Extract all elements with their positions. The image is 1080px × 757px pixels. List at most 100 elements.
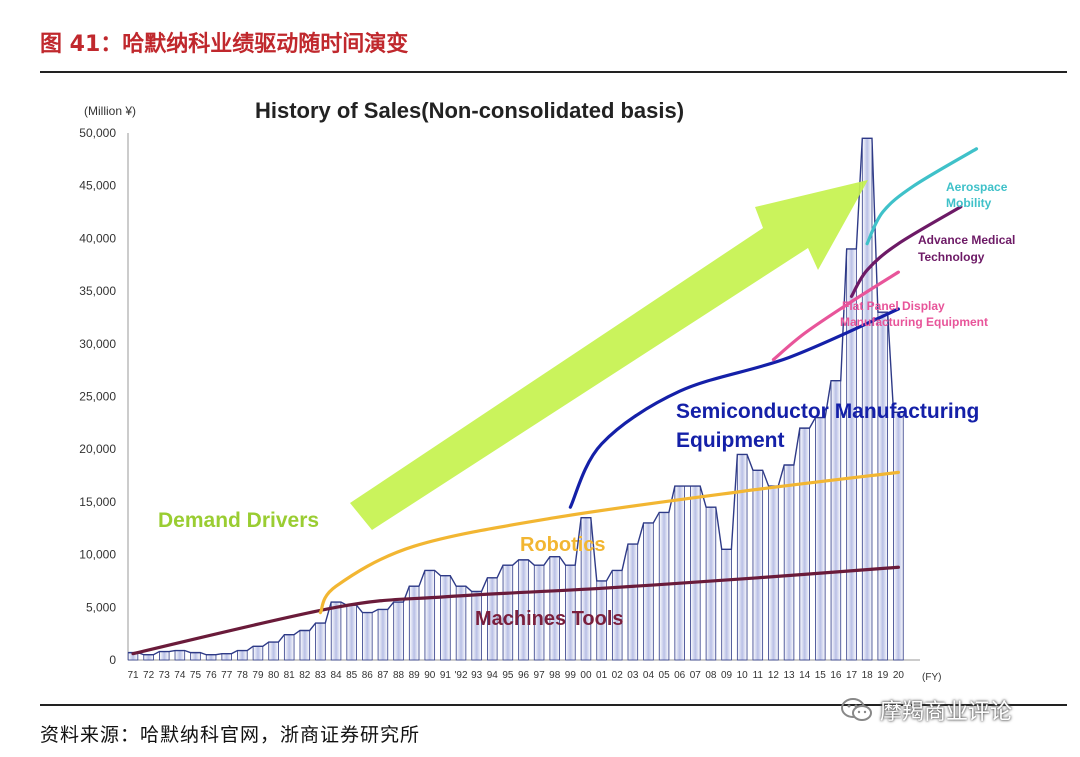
sales-bar <box>783 464 795 661</box>
y-tick-label: 0 <box>109 653 116 667</box>
demand-drivers-arrow <box>350 180 868 530</box>
x-tick-label: 16 <box>830 670 842 681</box>
sales-bar <box>643 522 654 661</box>
sales-bar <box>424 570 436 661</box>
x-tick-label: 88 <box>393 670 405 681</box>
annotation-aero-1: Aerospace <box>946 180 1008 194</box>
x-tick-label: 02 <box>612 670 624 681</box>
y-tick-label: 30,000 <box>79 337 116 351</box>
y-tick-label: 45,000 <box>79 179 116 193</box>
x-tick-label: 84 <box>330 670 342 681</box>
x-tick-label: 78 <box>237 670 249 681</box>
x-tick-label: 05 <box>659 670 671 681</box>
sales-bar <box>205 654 217 661</box>
x-tick-label: 14 <box>799 670 811 681</box>
sales-bar <box>736 454 748 661</box>
annotation-semiconductor-1: Semiconductor Manufacturing <box>676 400 979 423</box>
sales-bar <box>283 634 295 661</box>
wechat-icon <box>841 698 872 721</box>
annotation-medical-1: Advance Medical <box>918 233 1015 247</box>
sales-bar <box>190 652 201 661</box>
bottom-rule <box>40 704 1067 706</box>
x-tick-label: 19 <box>877 670 889 681</box>
y-tick-label: 5,000 <box>86 600 116 614</box>
x-tick-label: 01 <box>596 670 608 681</box>
driver-curve <box>318 470 900 615</box>
top-rule <box>40 71 1067 73</box>
annotation-machines-tools: Machines Tools <box>475 608 624 630</box>
sales-bar <box>877 311 889 661</box>
sales-bar <box>768 485 779 661</box>
x-tick-label: 73 <box>159 670 171 681</box>
x-tick-label: 89 <box>409 670 421 681</box>
x-unit-label: (FY) <box>922 672 941 683</box>
driver-curve <box>849 205 963 298</box>
sales-bar <box>377 609 389 661</box>
sales-bar <box>299 630 311 661</box>
x-tick-label: 04 <box>643 670 655 681</box>
x-tick-label: '92 <box>454 670 467 681</box>
x-tick-label: 96 <box>518 670 530 681</box>
sales-bar <box>346 604 357 661</box>
x-tick-label: 80 <box>268 670 280 681</box>
x-tick-label: 07 <box>690 670 702 681</box>
x-tick-label: 06 <box>674 670 686 681</box>
sales-bar <box>174 650 186 661</box>
x-tick-label: 15 <box>815 670 827 681</box>
sales-bar <box>158 651 170 661</box>
x-tick-label: 03 <box>627 670 639 681</box>
sales-bar <box>221 653 232 661</box>
x-tick-label: 98 <box>549 670 561 681</box>
x-tick-label: 85 <box>346 670 358 681</box>
y-tick-label: 50,000 <box>79 126 116 140</box>
x-tick-label: 95 <box>502 670 514 681</box>
annotation-fpd-1: Flat Panel Display <box>842 299 945 313</box>
annotation-medical-2: Technology <box>918 250 985 264</box>
sales-bar <box>690 485 701 661</box>
source-note: 资料来源：哈默纳科官网，浙商证券研究所 <box>40 724 421 746</box>
x-tick-label: 91 <box>440 670 452 681</box>
sales-history-chart: 0 5,000 10,000 15,000 20,000 25,000 30,000 35,0… <box>79 98 1015 683</box>
driver-curve <box>771 270 900 362</box>
driver-curve <box>131 565 900 656</box>
sales-bar <box>627 543 639 661</box>
x-tick-label: 10 <box>737 670 749 681</box>
y-unit-label: (Million ¥) <box>84 104 136 118</box>
sales-bar <box>721 548 732 661</box>
x-tick-label: 17 <box>846 670 858 681</box>
x-tick-label: 72 <box>143 670 155 681</box>
sales-bar <box>674 485 685 661</box>
sales-bar <box>705 506 717 661</box>
x-tick-label: 08 <box>705 670 717 681</box>
watermark-text: 摩羯商业评论 <box>880 700 1013 725</box>
x-tick-label: 86 <box>362 670 374 681</box>
sales-bar <box>252 645 264 661</box>
sales-bar <box>752 469 764 661</box>
sales-bar <box>658 512 670 661</box>
y-tick-label: 25,000 <box>79 390 116 404</box>
x-tick-label: 77 <box>221 670 233 681</box>
x-tick-label: 94 <box>487 670 499 681</box>
x-tick-label: 75 <box>190 670 202 681</box>
y-tick-label: 15,000 <box>79 495 116 509</box>
chart-title: History of Sales(Non-consolidated basis) <box>255 98 684 123</box>
x-tick-label: 81 <box>284 670 296 681</box>
sales-bar <box>237 650 248 661</box>
sales-bar <box>393 601 404 661</box>
y-tick-label: 35,000 <box>79 284 116 298</box>
annotation-demand-drivers: Demand Drivers <box>158 509 319 532</box>
y-tick-label: 40,000 <box>79 231 116 245</box>
x-tick-label: 09 <box>721 670 733 681</box>
annotation-aero-2: Mobility <box>946 196 992 210</box>
x-tick-label: 71 <box>127 670 139 681</box>
y-tick-label: 10,000 <box>79 548 116 562</box>
x-tick-label: 97 <box>534 670 546 681</box>
x-tick-label: 00 <box>580 670 592 681</box>
annotation-semiconductor-2: Equipment <box>676 429 785 452</box>
x-tick-label: 20 <box>893 670 905 681</box>
annotation-fpd-2: Manufacturing Equipment <box>840 315 988 329</box>
watermark: 摩羯商业评论 <box>840 694 1012 726</box>
x-tick-label: 18 <box>862 670 874 681</box>
x-tick-label: 87 <box>377 670 389 681</box>
driver-curve <box>568 307 900 509</box>
